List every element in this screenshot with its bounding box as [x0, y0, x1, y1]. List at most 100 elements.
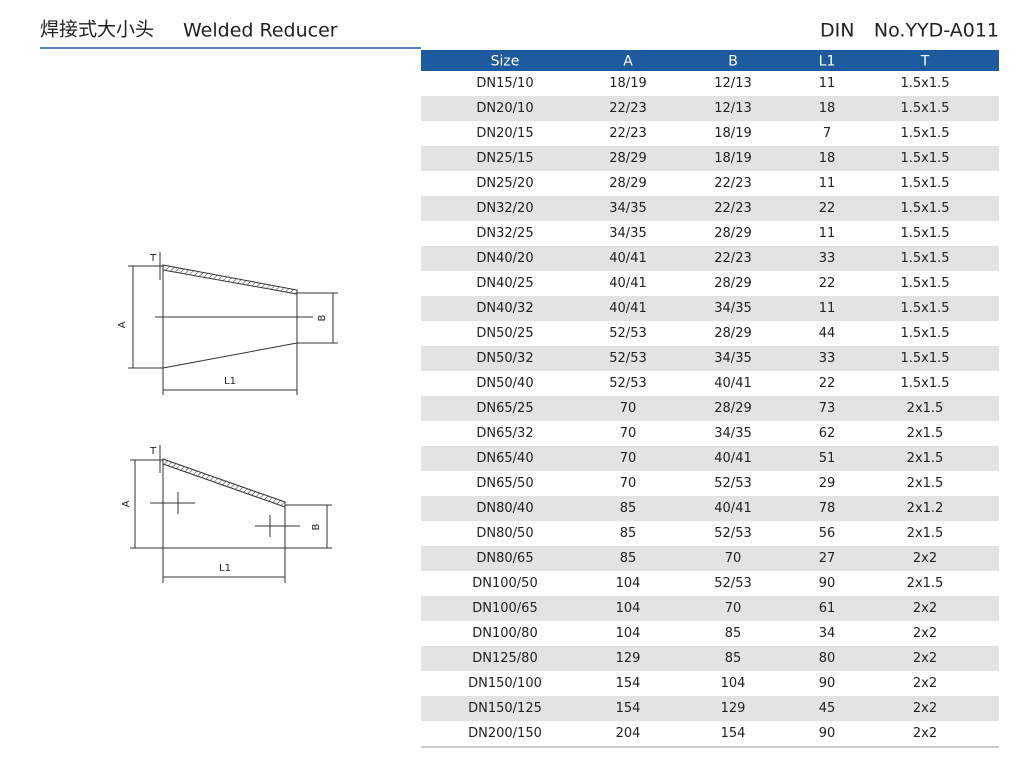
cell: 7	[823, 126, 831, 141]
cell: 11	[819, 76, 836, 91]
cell: 85	[620, 526, 637, 541]
row-shade	[421, 146, 999, 171]
row-shade	[421, 396, 999, 421]
cell: DN200/150	[468, 726, 542, 741]
cell: 40/41	[714, 451, 751, 466]
column-header: T	[920, 54, 930, 70]
cell: 61	[819, 601, 836, 616]
title-cn: 焊接式大小头	[40, 19, 154, 41]
cell: 104	[616, 576, 641, 591]
column-header: L1	[819, 54, 836, 70]
cell: 34/35	[714, 426, 751, 441]
cell: 73	[819, 401, 836, 416]
label-a: A	[121, 500, 132, 507]
row-shade	[421, 96, 999, 121]
row-shade	[421, 346, 999, 371]
cell: 28/29	[714, 326, 751, 341]
cell: 1.5x1.5	[900, 276, 949, 291]
code: No.YYD-A011	[874, 20, 999, 42]
cell: DN150/125	[468, 701, 542, 716]
cell: 85	[725, 626, 742, 641]
cell: DN65/32	[476, 426, 533, 441]
cell: 52/53	[609, 376, 646, 391]
row-shade	[421, 296, 999, 321]
cell: 204	[616, 726, 641, 741]
label-b: B	[317, 314, 328, 321]
cell: 154	[721, 726, 746, 741]
cell: 28/29	[609, 176, 646, 191]
label-b: B	[311, 523, 322, 530]
cell: 45	[819, 701, 836, 716]
cell: 2x1.2	[907, 501, 944, 516]
cell: 34	[819, 626, 836, 641]
cell: 70	[725, 601, 742, 616]
cell: 70	[620, 426, 637, 441]
cell: DN125/80	[472, 651, 537, 666]
title-en: Welded Reducer	[183, 20, 338, 42]
cell: 80	[819, 651, 836, 666]
cell: 18/19	[714, 126, 751, 141]
cell: 2x2	[913, 676, 937, 691]
cell: 2x1.5	[907, 576, 944, 591]
row-shade	[421, 646, 999, 671]
cell: 1.5x1.5	[900, 226, 949, 241]
cell: DN25/20	[476, 176, 533, 191]
cell: 34/35	[714, 301, 751, 316]
cell: 18/19	[714, 151, 751, 166]
row-shade	[421, 596, 999, 621]
cell: 56	[819, 526, 836, 541]
cell: 90	[819, 576, 836, 591]
cell: 1.5x1.5	[900, 251, 949, 266]
cell: 85	[725, 651, 742, 666]
cell: 22/23	[609, 101, 646, 116]
cell: 1.5x1.5	[900, 376, 949, 391]
cell: DN80/50	[476, 526, 533, 541]
cell: 52/53	[609, 351, 646, 366]
cell: DN100/50	[472, 576, 537, 591]
diagram-eccentric: T A B L1	[121, 445, 332, 583]
cell: 52/53	[609, 326, 646, 341]
column-header: A	[623, 54, 633, 70]
cell: 1.5x1.5	[900, 151, 949, 166]
cell: 11	[819, 226, 836, 241]
row-shade	[421, 546, 999, 571]
cell: 1.5x1.5	[900, 101, 949, 116]
row-shade	[421, 246, 999, 271]
cell: 1.5x1.5	[900, 301, 949, 316]
cell: 27	[819, 551, 836, 566]
cell: DN20/10	[476, 101, 533, 116]
cell: 33	[819, 251, 836, 266]
cell: 52/53	[714, 526, 751, 541]
cell: DN40/20	[476, 251, 533, 266]
cell: 129	[616, 651, 641, 666]
cell: 22	[819, 201, 836, 216]
label-l1: L1	[219, 563, 231, 574]
cell: 1.5x1.5	[900, 76, 949, 91]
cell: 22	[819, 376, 836, 391]
diagram-concentric: T A B L1	[117, 252, 338, 395]
label-t: T	[149, 446, 157, 457]
cell: DN50/32	[476, 351, 533, 366]
cell: 78	[819, 501, 836, 516]
cell: 129	[721, 701, 746, 716]
cell: DN50/25	[476, 326, 533, 341]
cell: 85	[620, 551, 637, 566]
cell: 1.5x1.5	[900, 351, 949, 366]
cell: 52/53	[714, 476, 751, 491]
cell: 1.5x1.5	[900, 176, 949, 191]
row-shade	[421, 196, 999, 221]
cell: 104	[721, 676, 746, 691]
cell: 154	[616, 701, 641, 716]
cell: 18/19	[609, 76, 646, 91]
header-row	[421, 50, 999, 71]
cell: DN150/100	[468, 676, 542, 691]
row-shade	[421, 696, 999, 721]
cell: 18	[819, 151, 836, 166]
cell: 12/13	[714, 76, 751, 91]
cell: 90	[819, 726, 836, 741]
cell: 28/29	[714, 226, 751, 241]
cell: 40/41	[714, 501, 751, 516]
row-shade	[421, 496, 999, 521]
cell: 22/23	[714, 251, 751, 266]
